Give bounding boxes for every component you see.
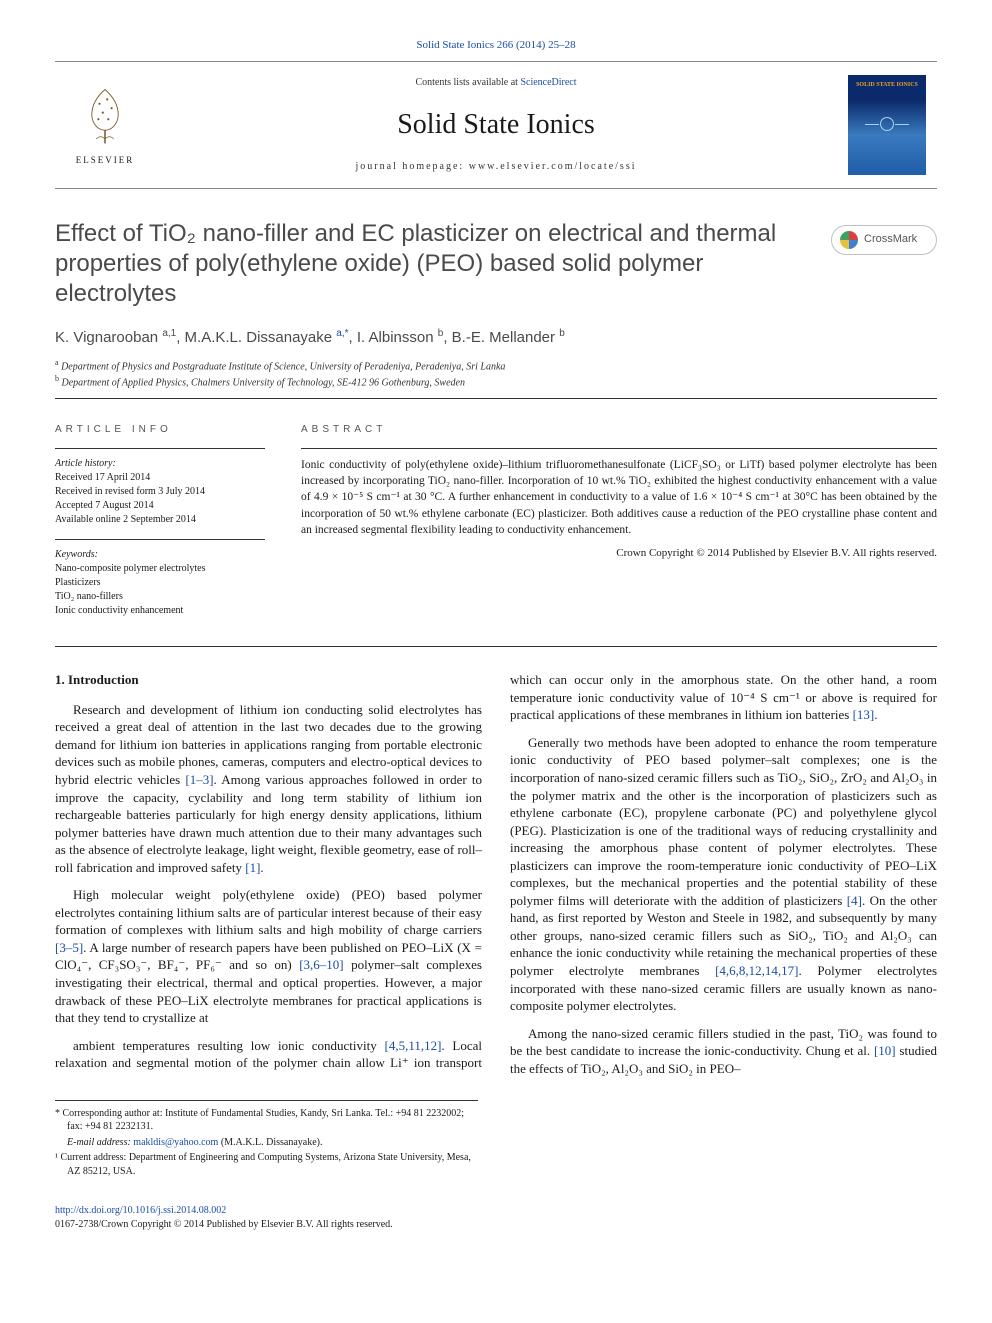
journal-cover: SOLID STATE IONICS bbox=[837, 70, 937, 180]
abstract-copyright: Crown Copyright © 2014 Published by Else… bbox=[301, 546, 937, 561]
crossmark-label: CrossMark bbox=[864, 232, 917, 247]
intro-heading: 1. Introduction bbox=[55, 671, 482, 689]
top-journal-citation[interactable]: Solid State Ionics 266 (2014) 25–28 bbox=[55, 38, 937, 53]
title-block: Effect of TiO₂ nano-filler and EC plasti… bbox=[55, 219, 937, 309]
divider bbox=[55, 646, 937, 647]
affiliation-a: a Department of Physics and Postgraduate… bbox=[55, 358, 937, 374]
affiliations: a Department of Physics and Postgraduate… bbox=[55, 358, 937, 390]
email-line: E-mail address: makldis@yahoo.com (M.A.K… bbox=[55, 1136, 478, 1150]
divider bbox=[55, 539, 265, 540]
footnotes: * Corresponding author at: Institute of … bbox=[55, 1100, 478, 1179]
header-center: Contents lists available at ScienceDirec… bbox=[155, 76, 837, 173]
crossmark-icon bbox=[840, 231, 858, 249]
authors-line: K. Vignarooban a,1, M.A.K.L. Dissanayake… bbox=[55, 327, 937, 348]
keywords-block: Keywords: Nano-composite polymer electro… bbox=[55, 548, 265, 618]
body-paragraph: Generally two methods have been adopted … bbox=[510, 734, 937, 1015]
article-body: 1. Introduction Research and development… bbox=[55, 671, 937, 1079]
email-link[interactable]: makldis@yahoo.com bbox=[133, 1137, 218, 1148]
corresponding-author-note: * Corresponding author at: Institute of … bbox=[55, 1107, 478, 1134]
divider bbox=[301, 448, 937, 449]
footer-meta: http://dx.doi.org/10.1016/j.ssi.2014.08.… bbox=[55, 1204, 937, 1232]
info-abstract-row: ARTICLE INFO Article history: Received 1… bbox=[55, 423, 937, 631]
crossmark-badge[interactable]: CrossMark bbox=[831, 225, 937, 255]
divider bbox=[55, 398, 937, 399]
abstract-text: Ionic conductivity of poly(ethylene oxid… bbox=[301, 457, 937, 537]
contents-lists-line: Contents lists available at ScienceDirec… bbox=[155, 76, 837, 90]
journal-homepage-url: www.elsevier.com/locate/ssi bbox=[469, 161, 637, 172]
journal-name: Solid State Ionics bbox=[155, 106, 837, 144]
footer-copyright: 0167-2738/Crown Copyright © 2014 Publish… bbox=[55, 1218, 937, 1232]
body-paragraph: Among the nano-sized ceramic fillers stu… bbox=[510, 1025, 937, 1078]
body-paragraph: High molecular weight poly(ethylene oxid… bbox=[55, 886, 482, 1026]
sciencedirect-link[interactable]: ScienceDirect bbox=[520, 77, 576, 88]
journal-homepage-line: journal homepage: www.elsevier.com/locat… bbox=[155, 160, 837, 174]
body-paragraph: Research and development of lithium ion … bbox=[55, 701, 482, 876]
article-info-column: ARTICLE INFO Article history: Received 1… bbox=[55, 423, 265, 631]
affiliation-b: b Department of Applied Physics, Chalmer… bbox=[55, 374, 937, 390]
divider bbox=[55, 448, 265, 449]
abstract-heading: ABSTRACT bbox=[301, 423, 937, 437]
journal-cover-title: SOLID STATE IONICS bbox=[848, 75, 926, 89]
publisher-name: ELSEVIER bbox=[76, 154, 135, 166]
article-title: Effect of TiO₂ nano-filler and EC plasti… bbox=[55, 219, 831, 309]
publisher-logo: ELSEVIER bbox=[55, 70, 155, 180]
doi-link[interactable]: http://dx.doi.org/10.1016/j.ssi.2014.08.… bbox=[55, 1205, 226, 1216]
journal-header: ELSEVIER Contents lists available at Sci… bbox=[55, 61, 937, 189]
article-history: Article history: Received 17 April 2014 … bbox=[55, 457, 265, 527]
article-info-heading: ARTICLE INFO bbox=[55, 423, 265, 437]
page: Solid State Ionics 266 (2014) 25–28 ELSE… bbox=[0, 0, 992, 1272]
elsevier-tree-icon bbox=[72, 84, 138, 150]
abstract-column: ABSTRACT Ionic conductivity of poly(ethy… bbox=[301, 423, 937, 631]
journal-cover-icon bbox=[880, 117, 894, 131]
author-current-address-note: ¹ Current address: Department of Enginee… bbox=[55, 1151, 478, 1178]
